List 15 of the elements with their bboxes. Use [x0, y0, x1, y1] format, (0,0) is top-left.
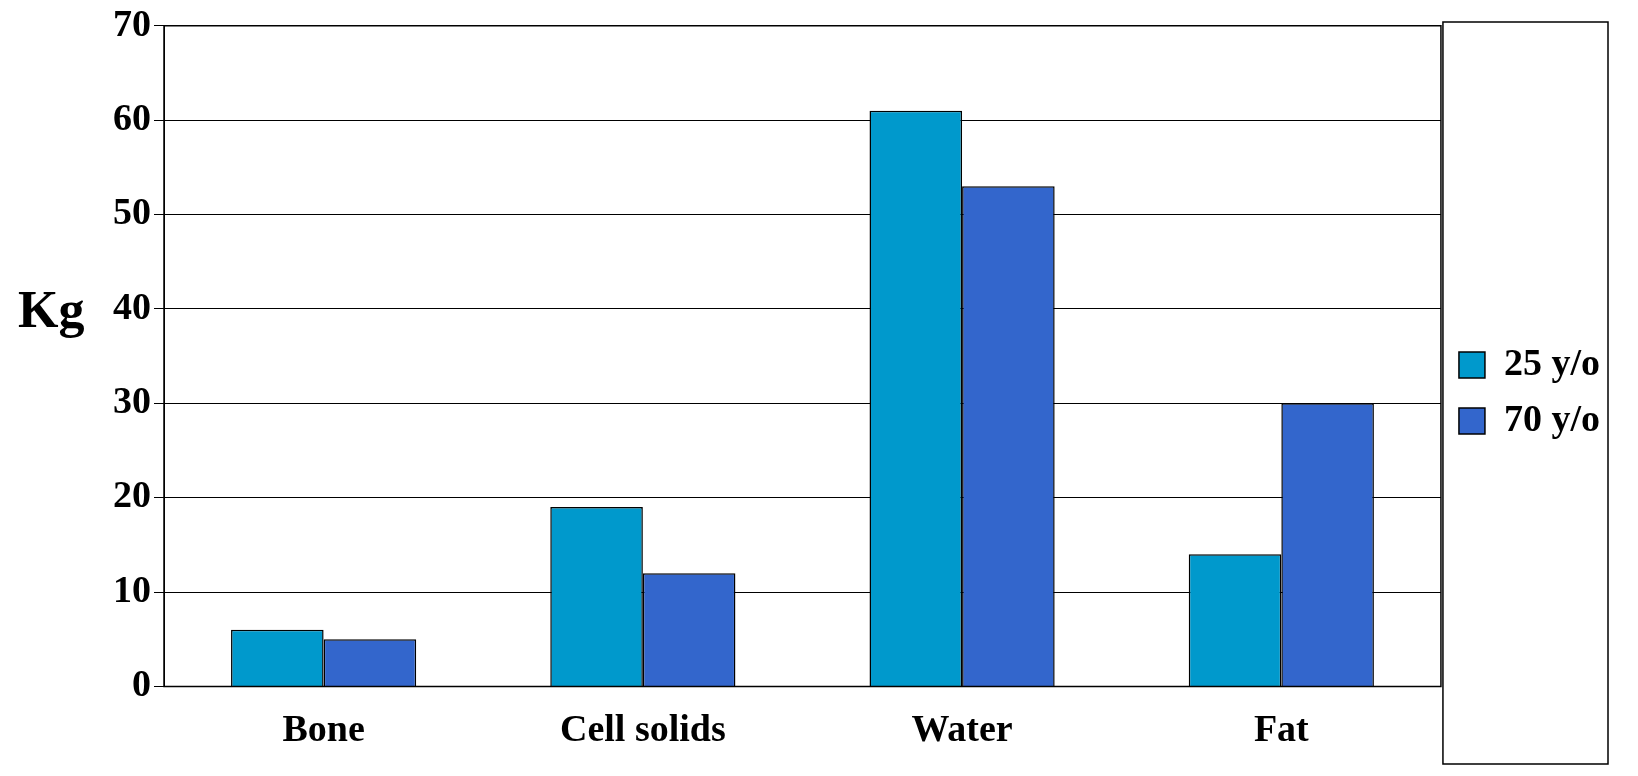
x-tick-label: Fat: [1253, 707, 1310, 750]
y-tick-label: 30: [113, 379, 151, 422]
y-tick-label: 50: [113, 190, 151, 233]
x-tick-label: Cell solids: [559, 707, 726, 750]
y-axis-title: Kg: [18, 280, 85, 339]
y-tick-label: 40: [113, 284, 151, 327]
y-tick-label: 70: [113, 1, 151, 44]
y-tick-label: 20: [113, 473, 151, 516]
y-tick-label: 60: [113, 95, 151, 138]
legend-label: 70 y/o: [1503, 396, 1600, 439]
y-tick-label: 10: [113, 567, 151, 610]
x-tick-label: Water: [911, 707, 1013, 750]
x-tick-label: Bone: [282, 707, 365, 750]
y-tick-label: 0: [132, 662, 151, 705]
legend-label: 25 y/o: [1503, 340, 1600, 383]
